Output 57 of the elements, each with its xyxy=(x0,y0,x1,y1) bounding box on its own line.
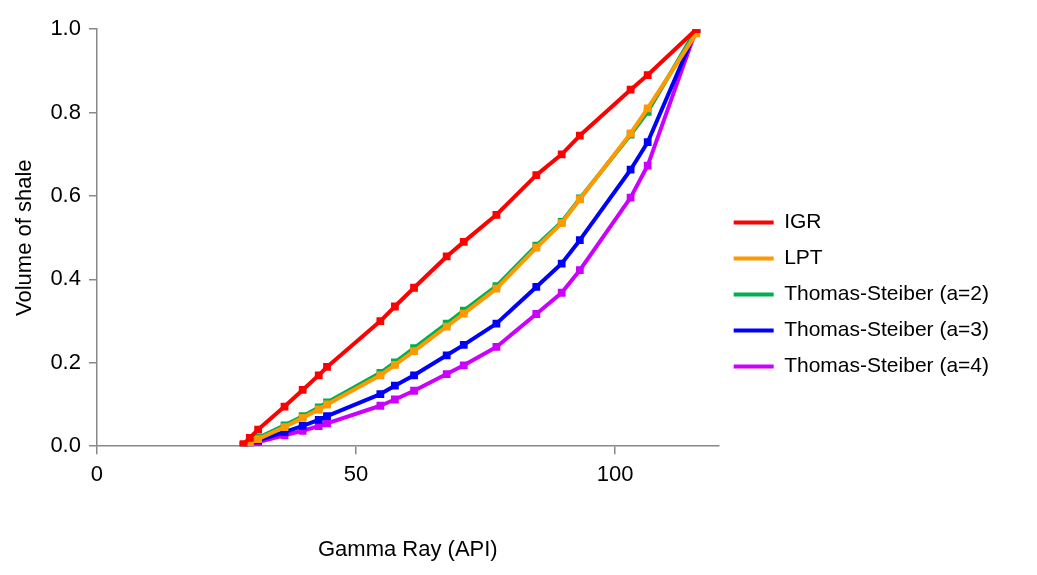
point xyxy=(323,412,331,421)
point xyxy=(643,71,652,79)
point xyxy=(314,371,323,380)
point xyxy=(557,288,566,297)
point xyxy=(532,310,541,318)
x-tick-label: 50 xyxy=(343,461,369,487)
point xyxy=(376,390,385,398)
point xyxy=(575,131,584,140)
point xyxy=(575,236,584,245)
point xyxy=(459,361,468,370)
point xyxy=(643,138,652,147)
legend-label: IGR xyxy=(784,209,822,233)
point xyxy=(626,85,635,94)
point xyxy=(390,302,399,311)
point xyxy=(314,416,323,424)
point xyxy=(323,363,331,371)
point xyxy=(390,395,399,404)
point xyxy=(442,351,451,360)
point xyxy=(626,193,635,202)
y-tick-label: 0.8 xyxy=(50,98,81,124)
point xyxy=(492,343,501,351)
point xyxy=(459,237,468,246)
y-tick-label: 0.2 xyxy=(50,348,81,374)
point xyxy=(557,259,566,268)
legend-label: Thomas-Steiber (a=2) xyxy=(784,281,990,305)
legend-label: LPT xyxy=(784,245,823,269)
legend-label: Thomas-Steiber (a=4) xyxy=(784,353,990,377)
point xyxy=(390,381,399,390)
point xyxy=(532,171,541,180)
point xyxy=(298,386,307,394)
y-tick-label: 1.0 xyxy=(50,15,81,41)
point xyxy=(459,340,468,349)
point xyxy=(557,150,566,159)
point xyxy=(245,433,254,442)
point xyxy=(410,386,418,395)
y-axis-title: Volume of shale xyxy=(11,159,37,316)
point xyxy=(323,419,331,428)
point xyxy=(643,161,652,170)
point xyxy=(410,371,418,380)
point xyxy=(376,317,385,325)
point xyxy=(492,210,501,219)
y-tick-label: 0.4 xyxy=(50,265,81,291)
point xyxy=(442,252,451,261)
legend-label: Thomas-Steiber (a=3) xyxy=(784,317,990,341)
point xyxy=(575,266,584,275)
y-tick-label: 0.0 xyxy=(50,432,81,458)
point xyxy=(532,283,541,291)
x-axis-title: Gamma Ray (API) xyxy=(317,535,498,561)
point xyxy=(410,283,418,292)
x-tick-label: 100 xyxy=(596,461,634,487)
point xyxy=(626,165,635,174)
point xyxy=(442,370,451,378)
point xyxy=(376,401,385,410)
point xyxy=(254,425,262,434)
y-tick-label: 0.6 xyxy=(50,182,81,208)
point xyxy=(298,421,307,430)
x-tick-label: 0 xyxy=(90,461,104,487)
